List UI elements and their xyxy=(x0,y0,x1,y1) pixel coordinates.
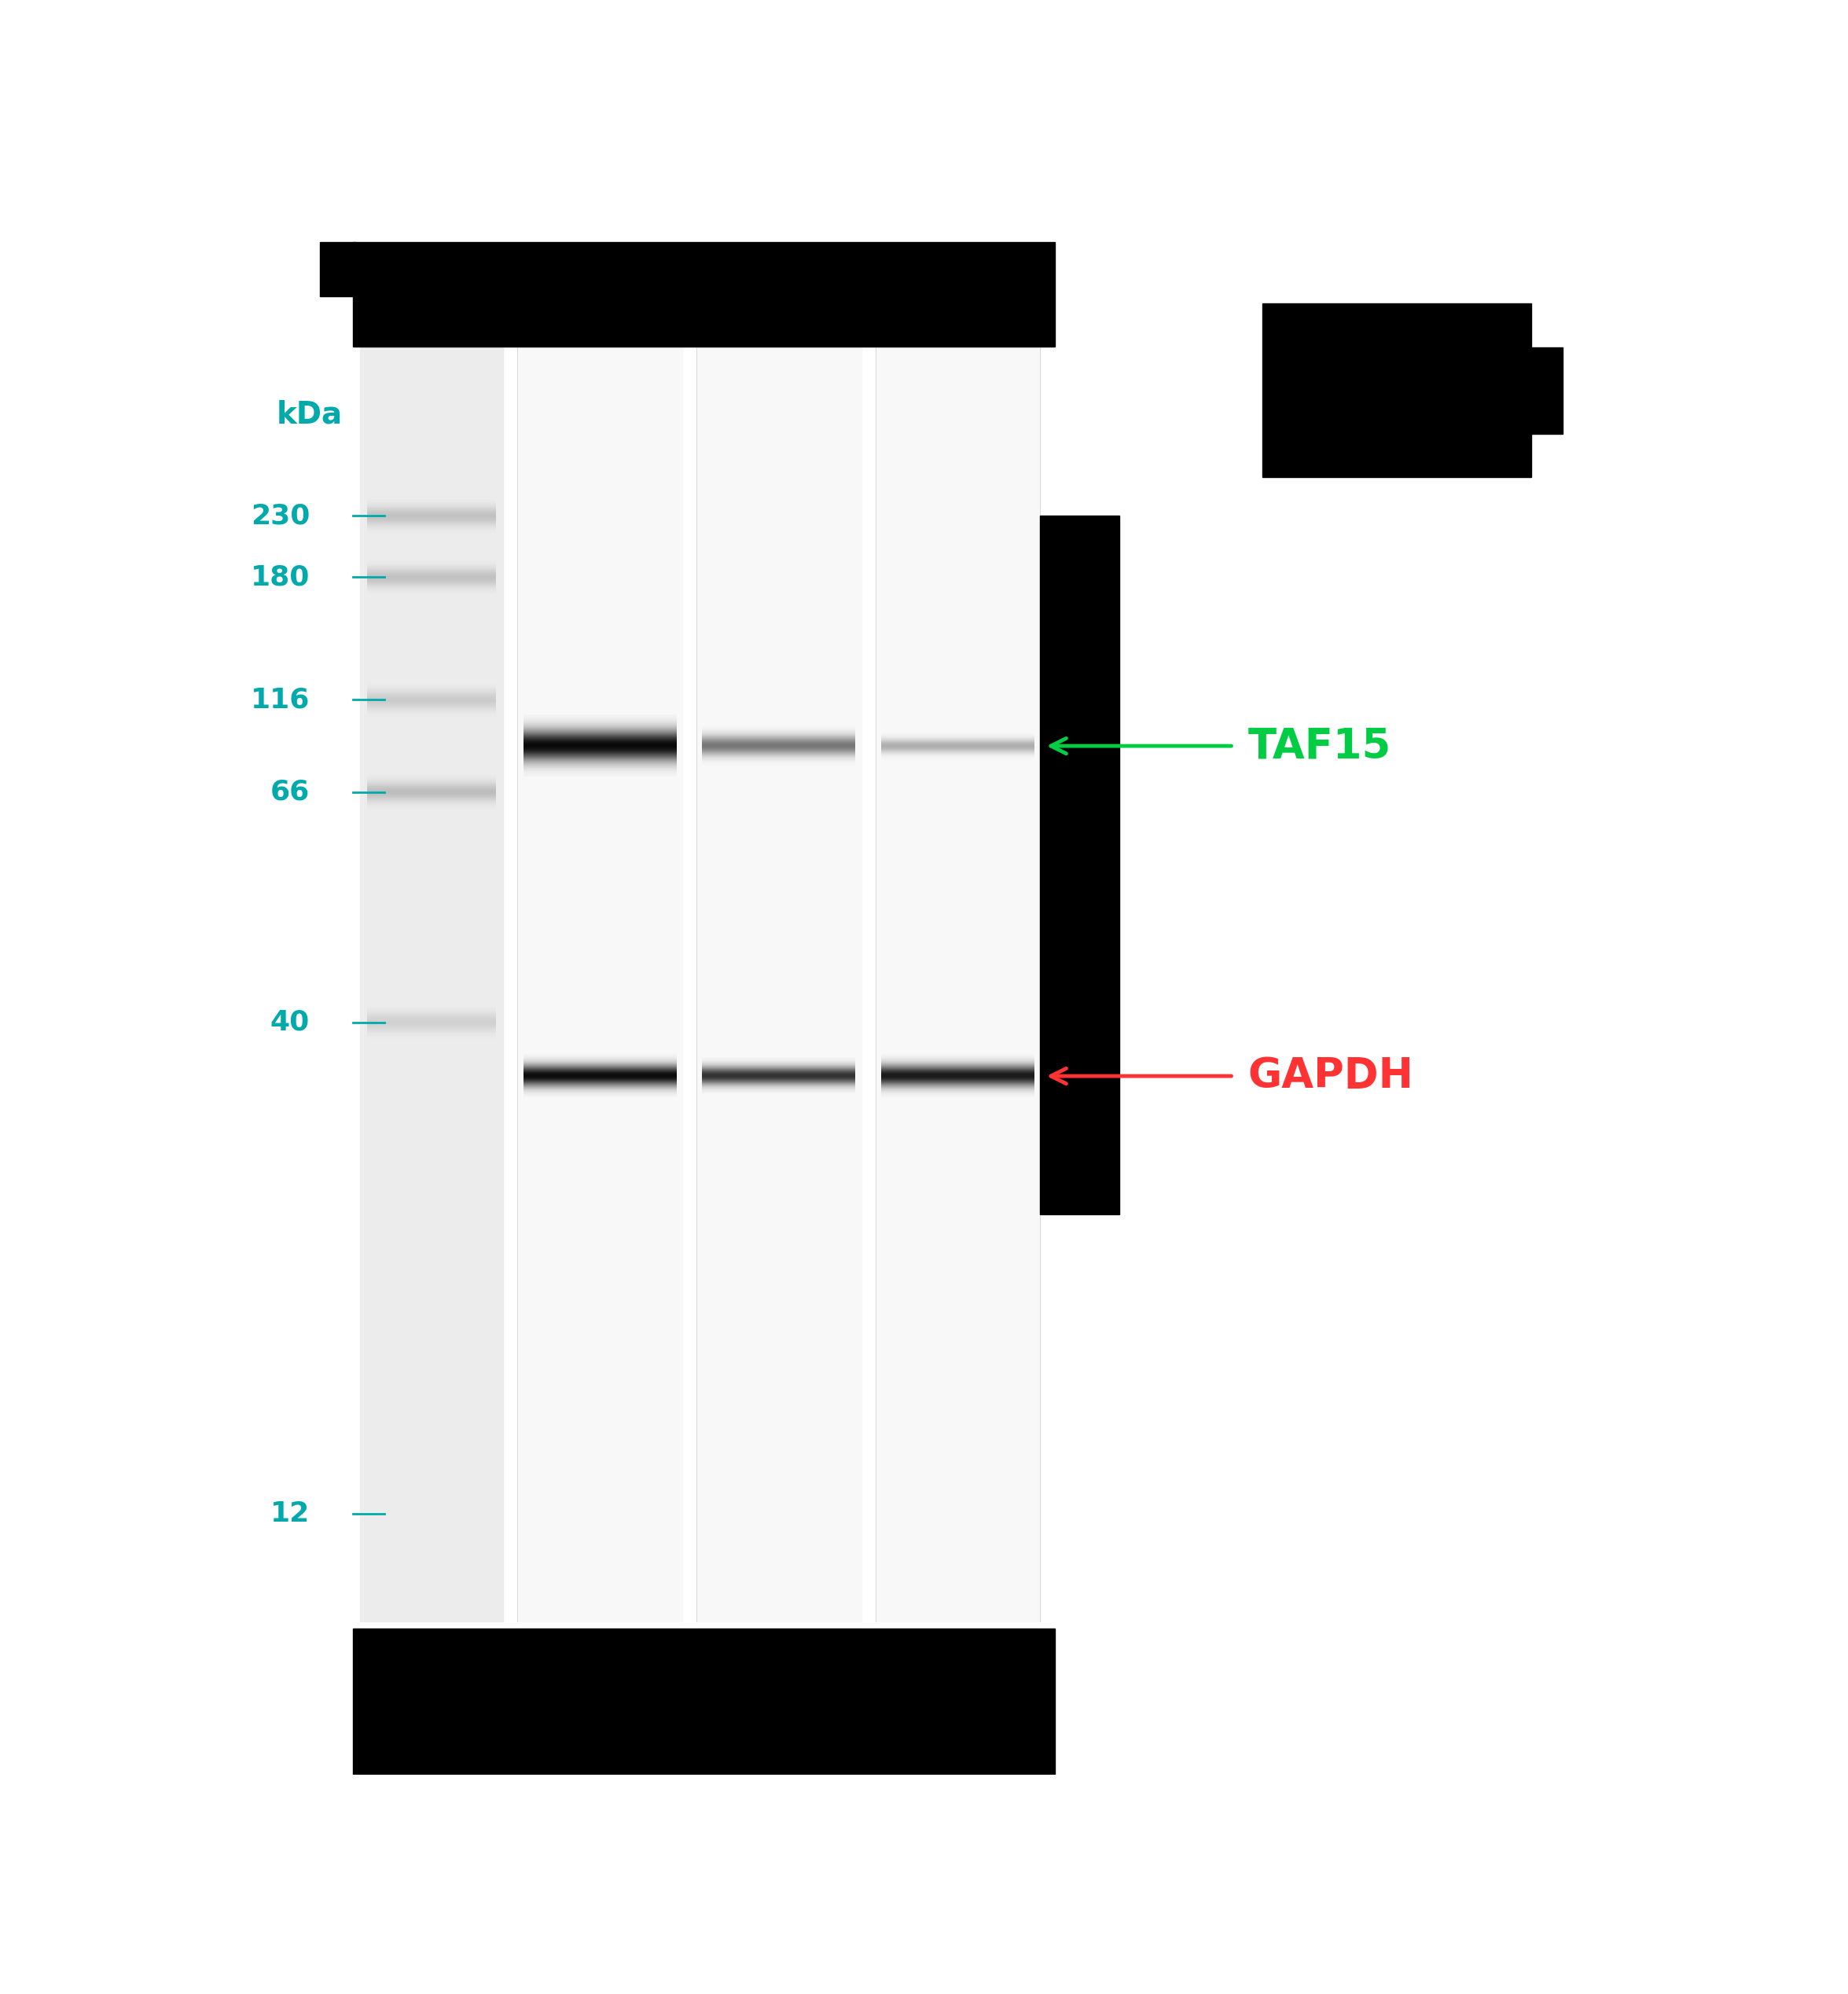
Text: kDa: kDa xyxy=(277,399,344,429)
Bar xyxy=(353,243,1055,347)
Bar xyxy=(876,347,1040,1621)
Bar xyxy=(1532,347,1563,435)
Bar xyxy=(1040,516,1120,1214)
Bar xyxy=(697,347,861,1621)
Text: TAF15: TAF15 xyxy=(1247,726,1392,766)
Bar xyxy=(517,347,682,1621)
Bar xyxy=(353,1629,1055,1775)
Bar xyxy=(360,347,503,1621)
Text: 66: 66 xyxy=(270,778,310,806)
Bar xyxy=(320,243,355,295)
Text: 180: 180 xyxy=(251,564,310,590)
Text: 12: 12 xyxy=(270,1499,310,1527)
Bar xyxy=(1262,303,1532,477)
Text: 230: 230 xyxy=(251,502,310,528)
Text: 116: 116 xyxy=(251,686,310,714)
Text: GAPDH: GAPDH xyxy=(1247,1055,1414,1097)
Text: 40: 40 xyxy=(270,1009,310,1035)
